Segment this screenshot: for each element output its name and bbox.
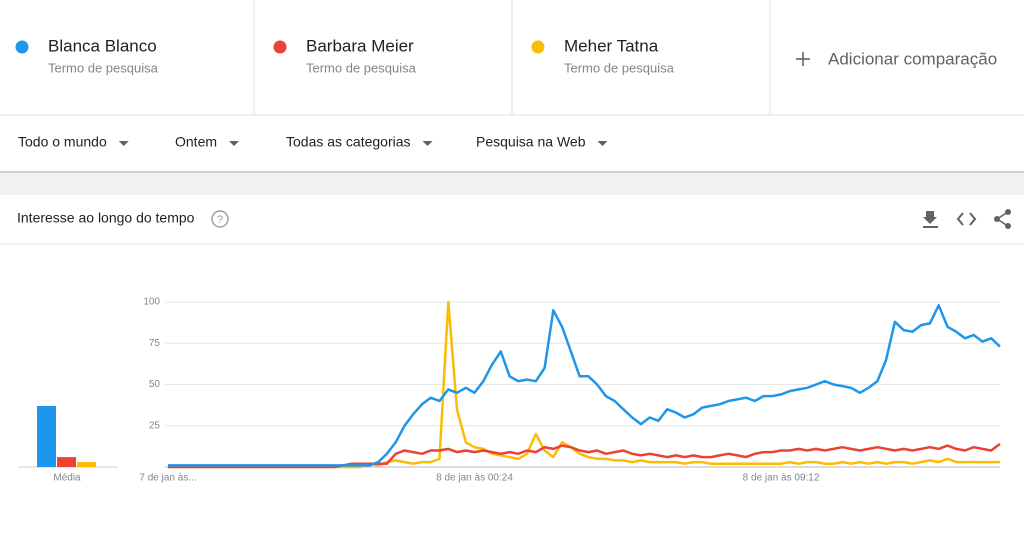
dropdown-arrow[interactable] [422,141,433,146]
series-subtitle: Termo de pesquisa [564,60,675,75]
help-icon-glyph[interactable]: ? [217,214,223,226]
y-tick-label: 100 [143,297,160,308]
share-node [1005,209,1011,215]
dropdown-arrow[interactable] [229,141,240,146]
series-dot [15,40,29,54]
filter-bar [0,116,1024,172]
y-tick-label: 50 [149,379,161,390]
y-tick-label: 75 [149,338,161,349]
filter-dropdown[interactable]: Todo o mundo [18,134,107,150]
dropdown-arrow[interactable] [597,141,608,146]
share-node [994,216,1000,222]
average-bar [57,457,76,467]
x-tick-label: 8 de jan às 00:24 [436,473,513,484]
x-tick-label: 7 de jan às... [139,473,196,484]
download-arrow [923,211,937,224]
series-dot [531,40,545,54]
add-comparison-label[interactable]: Adicionar comparação [828,49,997,68]
download-icon[interactable] [923,211,938,228]
share-node [1005,223,1011,229]
filter-dropdown[interactable]: Todas as categorias [286,134,411,150]
help-icon[interactable] [211,210,229,228]
series-subtitle: Termo de pesquisa [48,60,159,75]
share-icon[interactable] [994,209,1011,229]
download-bar [923,226,938,228]
average-label: Média [53,473,81,484]
filter-dropdown[interactable]: Pesquisa na Web [476,134,586,150]
average-bar [37,405,56,467]
y-tick-label: 25 [149,420,161,431]
series-name[interactable]: Barbara Meier [306,36,414,55]
card-title: Interesse ao longo do tempo [17,210,195,226]
series-dot [273,40,287,54]
filter-dropdown[interactable]: Ontem [175,134,217,150]
series-name[interactable]: Blanca Blanco [48,36,157,55]
series-name[interactable]: Meher Tatna [564,36,659,55]
embed-icon[interactable] [956,212,977,226]
series-line [168,304,1001,467]
dropdown-arrow[interactable] [118,141,129,146]
series-line [168,442,1001,469]
average-bar [77,462,96,467]
series-subtitle: Termo de pesquisa [306,60,417,75]
x-tick-label: 8 de jan às 09:12 [743,473,820,484]
gray-band [0,172,1024,195]
add-comparison[interactable]: Adicionar comparação [796,49,997,68]
